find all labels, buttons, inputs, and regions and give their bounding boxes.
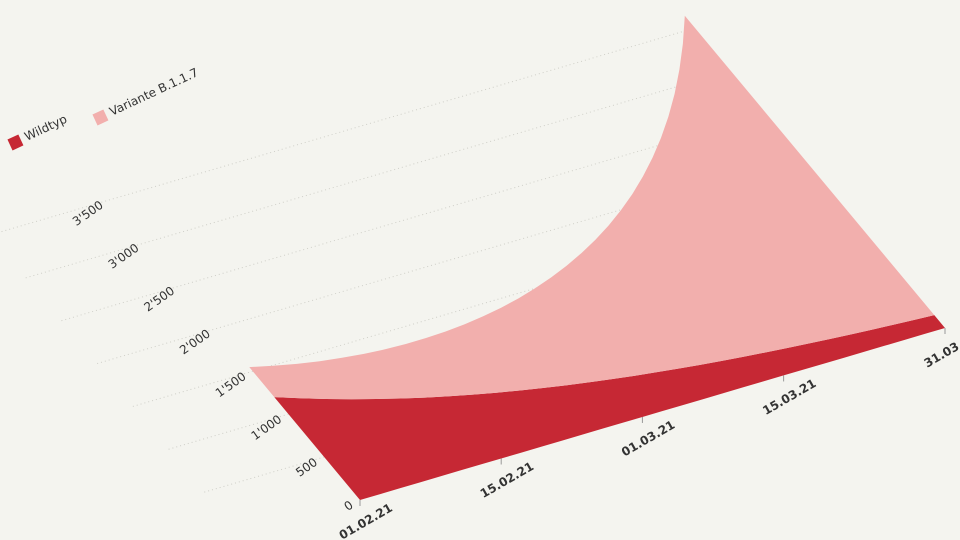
grid-line [0,27,696,233]
legend-item: Wildtyp [7,112,69,151]
y-tick-label: 1'000 [249,412,285,443]
y-tick-label: 2'500 [141,284,177,315]
grid-line [25,70,731,279]
x-tick-label: 15.03.21 [760,376,818,418]
y-tick-label: 2'000 [177,326,213,357]
y-tick-label: 1'500 [213,369,249,400]
x-tick-label: 01.03.21 [619,418,677,460]
x-tick-label: 31.03.21 [922,329,960,371]
area [274,315,945,500]
legend-swatch [7,134,24,151]
area [249,15,935,400]
y-tick-label: 3'500 [70,198,106,229]
y-tick-label: 0 [341,498,355,514]
y-tick-label: 500 [293,455,320,480]
legend-swatch [92,109,109,126]
legend-label: Wildtyp [22,112,69,144]
legend-label: Variante B.1.1.7 [107,65,200,118]
legend-item: Variante B.1.1.7 [92,65,200,126]
y-tick-label: 3'000 [106,241,142,272]
grid-line [61,113,767,322]
x-tick-label: 15.02.21 [478,459,536,501]
